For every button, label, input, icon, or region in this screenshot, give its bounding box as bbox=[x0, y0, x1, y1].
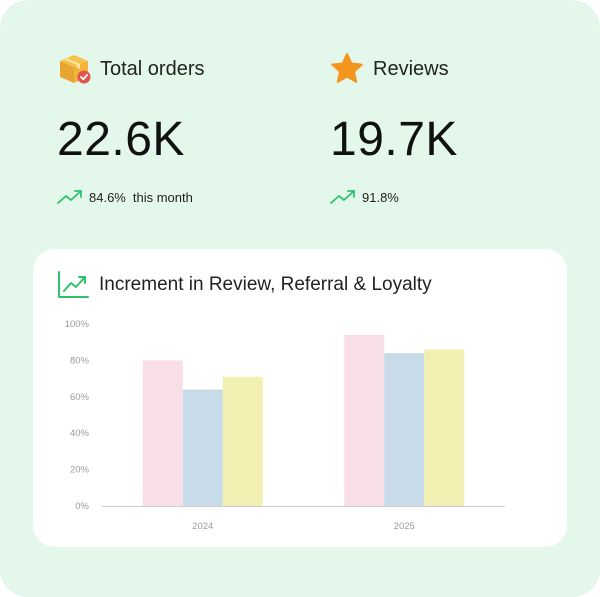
reviews-trend: 91.8% bbox=[330, 189, 399, 205]
stat-reviews: Reviews 19.7K 91.8% bbox=[330, 52, 570, 205]
total-orders-value: 22.6K bbox=[57, 113, 185, 166]
star-icon bbox=[331, 53, 363, 83]
x-tick-label: 2024 bbox=[192, 521, 213, 532]
trending-chart-icon bbox=[58, 271, 89, 298]
total-orders-trend: 84.6% this month bbox=[57, 189, 193, 205]
chart-title: Increment in Review, Referral & Loyalty bbox=[99, 274, 432, 295]
bar bbox=[384, 353, 425, 506]
total-orders-label: Total orders bbox=[100, 57, 205, 80]
bar bbox=[142, 360, 183, 506]
y-tick-label: 20% bbox=[70, 465, 90, 476]
trend-up-icon bbox=[57, 190, 82, 204]
total-orders-trend-value: 84.6% bbox=[89, 189, 126, 205]
y-tick-label: 60% bbox=[70, 392, 90, 403]
reviews-trend-value: 91.8% bbox=[362, 189, 399, 205]
chart-panel: Increment in Review, Referral & Loyalty … bbox=[33, 249, 567, 547]
bar bbox=[424, 349, 465, 506]
reviews-label: Reviews bbox=[373, 57, 449, 80]
bar bbox=[222, 376, 263, 506]
bar bbox=[344, 334, 385, 506]
x-tick-label: 2025 bbox=[394, 521, 415, 532]
stat-total-orders: Total orders 22.6K 84.6% this month bbox=[57, 52, 297, 205]
y-tick-label: 100% bbox=[65, 319, 90, 330]
y-tick-label: 40% bbox=[70, 428, 90, 439]
package-icon bbox=[60, 55, 91, 84]
y-tick-label: 0% bbox=[75, 501, 89, 512]
bar bbox=[182, 389, 223, 506]
bar-chart: 0% 20% 40% 60% 80% 100% 2024 2025 bbox=[65, 319, 505, 532]
total-orders-trend-note: this month bbox=[132, 189, 193, 205]
reviews-value: 19.7K bbox=[330, 113, 458, 166]
trend-up-icon bbox=[330, 190, 355, 204]
y-tick-label: 80% bbox=[70, 355, 90, 366]
